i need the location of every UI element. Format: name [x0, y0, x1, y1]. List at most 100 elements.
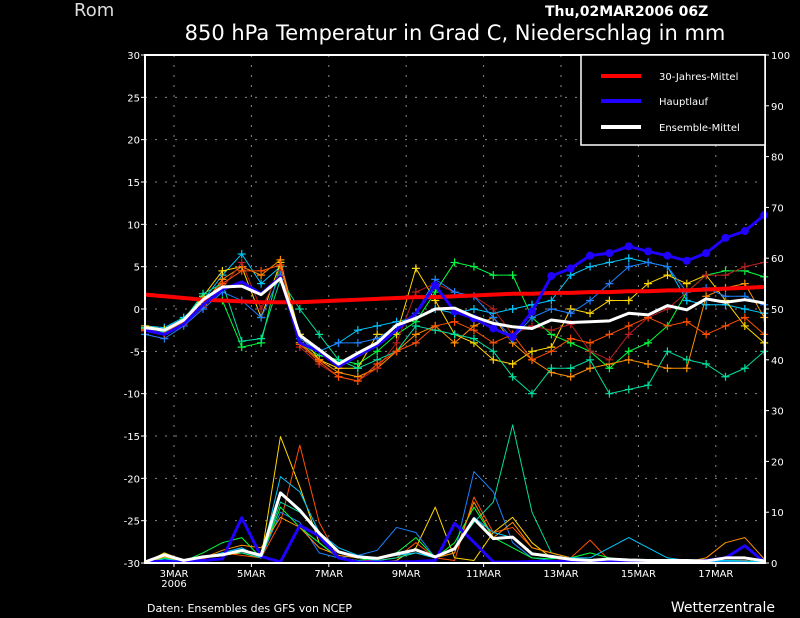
- temp-member-marker: [508, 360, 517, 369]
- temp-member-marker: [528, 389, 536, 398]
- precip-member-line: [144, 436, 765, 564]
- y-right-tick-label: 70: [771, 203, 784, 214]
- temp-member-marker: [411, 330, 420, 339]
- hauptlauf-marker: [740, 227, 749, 236]
- temp-member-marker: [489, 338, 498, 347]
- temp-member-marker: [257, 305, 266, 313]
- temp-member-marker: [624, 262, 633, 271]
- temp-member-marker: [682, 296, 691, 305]
- series-layer: [141, 211, 769, 564]
- y-left-tick-label: -25: [124, 517, 140, 528]
- temp-member-marker: [644, 279, 653, 288]
- temp-member-marker: [586, 338, 595, 347]
- temp-member-marker: [682, 317, 691, 326]
- temp-member-marker: [257, 334, 266, 343]
- source-label: Daten: Ensembles des GFS von NCEP: [147, 602, 352, 615]
- y-left-tick-label: -10: [124, 390, 140, 401]
- temp-member-marker: [702, 360, 711, 369]
- y-left-tick-label: -20: [124, 474, 140, 485]
- temp-member-marker: [528, 347, 536, 356]
- y-right-tick-label: 10: [771, 508, 784, 519]
- temp-member-marker: [411, 321, 420, 330]
- y-right-tick-label: 30: [771, 407, 784, 418]
- temp-member-marker: [547, 296, 556, 305]
- temp-member-marker: [721, 271, 730, 280]
- hauptlauf-marker: [489, 324, 498, 333]
- temp-member-marker: [489, 347, 498, 356]
- temp-member-marker: [663, 271, 672, 280]
- y-left-tick-label: -5: [130, 347, 140, 358]
- temp-member-marker: [547, 364, 556, 373]
- y-left-tick-label: 0: [134, 305, 140, 316]
- temp-member-marker: [586, 309, 595, 318]
- temp-member-marker: [508, 271, 517, 280]
- y-right-tick-label: 80: [771, 153, 784, 164]
- y-left-tick-label: 15: [127, 178, 140, 189]
- temp-member-marker: [547, 305, 556, 313]
- temp-member-marker: [469, 305, 478, 313]
- temp-member-marker: [353, 338, 362, 347]
- temp-member-marker: [469, 326, 478, 335]
- temp-member-marker: [237, 258, 246, 267]
- temp-member-marker: [721, 292, 730, 301]
- y-left-tick-label: -15: [124, 432, 140, 443]
- y-right-tick-label: 40: [771, 356, 784, 367]
- temp-member-marker: [373, 347, 382, 356]
- hauptlauf-marker: [702, 249, 711, 258]
- temp-member-marker: [469, 262, 478, 271]
- climate-mean-line: [144, 284, 765, 305]
- temp-member-marker: [353, 376, 362, 385]
- temp-member-marker: [392, 338, 401, 347]
- hauptlauf-marker: [528, 307, 536, 316]
- temp-member-marker: [373, 360, 382, 369]
- hauptlauf-marker: [586, 251, 595, 260]
- temp-member-marker: [450, 317, 459, 326]
- temp-member-marker: [721, 372, 730, 381]
- temp-member-marker: [740, 364, 749, 373]
- temp-member-marker: [663, 347, 672, 356]
- x-tick-label: 13MAR: [543, 569, 578, 580]
- y-left-tick-label: 25: [127, 93, 140, 104]
- temp-member-marker: [411, 288, 420, 297]
- temp-member-marker: [257, 279, 266, 288]
- x-tick-label: 3MAR: [160, 569, 189, 580]
- temp-member-marker: [586, 355, 595, 364]
- temp-member-marker: [644, 338, 653, 347]
- temp-member-marker: [702, 271, 711, 280]
- y-left-tick-label: 20: [127, 136, 140, 147]
- temp-member-marker: [682, 355, 691, 364]
- temp-member-marker: [624, 347, 633, 356]
- precip-ensemble-mean-line: [144, 491, 765, 564]
- temp-member-marker: [315, 330, 324, 339]
- brand-label: Wetterzentrale: [671, 600, 775, 616]
- temp-member-marker: [489, 305, 498, 313]
- temp-member-marker: [740, 305, 749, 313]
- legend-label-climate: 30-Jahres-Mittel: [659, 72, 738, 83]
- temp-member-marker: [624, 321, 633, 330]
- temp-member-marker: [257, 266, 266, 275]
- temp-member-marker: [237, 249, 246, 258]
- temp-member-marker: [586, 347, 595, 356]
- temp-member-marker: [682, 364, 691, 373]
- hauptlauf-marker: [431, 281, 440, 290]
- temp-member-marker: [566, 372, 575, 381]
- temp-member-marker: [663, 364, 672, 373]
- temp-member-marker: [644, 258, 653, 267]
- temp-member-marker: [566, 271, 575, 280]
- temp-member-marker: [450, 258, 459, 267]
- temp-member-marker: [450, 330, 459, 339]
- temp-member-marker: [702, 330, 711, 339]
- temp-member-marker: [199, 289, 208, 298]
- temp-member-marker: [528, 355, 536, 364]
- temp-member-marker: [392, 347, 401, 356]
- y-right-tick-label: 50: [771, 305, 784, 316]
- axes: -30 -25 -20 -15 -10 -5 0 5 10 15 20 25 30 0 10 20 30 40 50…: [124, 51, 790, 580]
- y-right-tick-label: 100: [771, 51, 790, 62]
- temp-member-marker: [315, 357, 324, 366]
- temp-member-marker: [566, 334, 575, 343]
- temp-member-marker: [682, 279, 691, 288]
- temp-member-marker: [257, 313, 266, 322]
- precip-member-line: [144, 501, 765, 564]
- temp-member-marker: [489, 271, 498, 280]
